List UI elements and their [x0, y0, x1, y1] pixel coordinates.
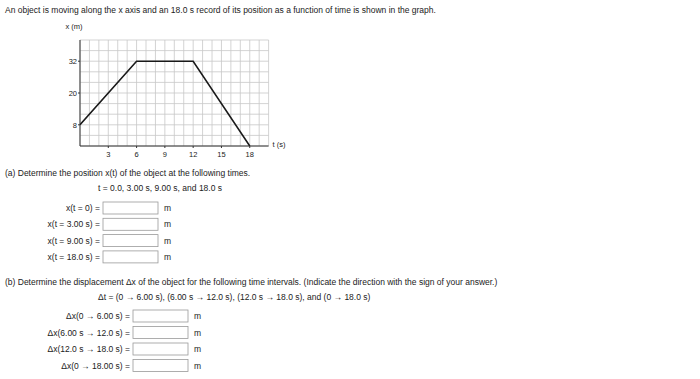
x-tick [249, 146, 250, 148]
unit-label: m [194, 328, 201, 338]
answer-input[interactable] [103, 251, 158, 263]
grid-line [80, 82, 269, 83]
y-tick-label: 20 [69, 89, 77, 98]
y-tick-label: 32 [69, 57, 77, 66]
x-tick-label: 9 [163, 150, 167, 159]
x-tick [108, 146, 109, 148]
answer-input[interactable] [133, 310, 188, 322]
answer-label: x(t = 0) = [66, 203, 100, 213]
unit-label: m [164, 203, 171, 213]
x-tick-label: 6 [134, 150, 138, 159]
unit-label: m [164, 252, 171, 262]
grid [80, 40, 269, 146]
unit-label: m [194, 361, 201, 371]
answer-label: Δx(12.0 s → 18.0 s) = [48, 344, 130, 354]
grid-line [80, 135, 269, 136]
x-tick [136, 146, 137, 148]
answer-input[interactable] [103, 235, 158, 247]
answer-label: x(t = 9.00 s) = [48, 236, 100, 246]
answer-input[interactable] [103, 218, 158, 230]
answer-label: Δx(0 → 18.00 s) = [61, 361, 130, 371]
answer-label: x(t = 3.00 s) = [48, 219, 100, 229]
x-tick [164, 146, 165, 148]
grid-line [80, 50, 269, 51]
plot-data [80, 61, 250, 146]
part-a-prompt: (a) Determine the position x(t) of the o… [5, 168, 250, 178]
y-axis-label: x (m) [65, 22, 83, 31]
part-a-times: t = 0.0, 3.00 s, 9.00 s, and 18.0 s [98, 183, 222, 193]
answer-input[interactable] [133, 343, 188, 355]
grid-line [80, 114, 269, 115]
unit-label: m [164, 236, 171, 246]
page: An object is moving along the x axis and… [0, 0, 700, 379]
x-tick-label: 18 [246, 150, 254, 159]
x-tick [221, 146, 222, 148]
unit-label: m [194, 344, 201, 354]
x-tick [193, 146, 194, 148]
part-b-intervals: Δt = (0 → 6.00 s), (6.00 s → 12.0 s), (1… [98, 292, 371, 302]
y-tick-label: 8 [73, 121, 77, 130]
position-line [80, 61, 250, 146]
y-tick [78, 93, 80, 94]
y-tick [78, 61, 80, 62]
grid-line [80, 40, 269, 41]
x-axis-label: t (s) [273, 140, 286, 149]
answer-label: Δx(6.00 s → 12.0 s) = [48, 328, 130, 338]
intro-text: An object is moving along the x axis and… [5, 5, 436, 15]
grid-line [80, 124, 269, 125]
x-tick-label: 12 [189, 150, 197, 159]
unit-label: m [194, 311, 201, 321]
answer-input[interactable] [103, 202, 158, 214]
answer-input[interactable] [133, 327, 188, 339]
y-tick [78, 124, 80, 125]
answer-label: x(t = 18.0 s) = [48, 252, 100, 262]
grid-line [80, 71, 269, 72]
x-tick-label: 15 [217, 150, 225, 159]
part-b-prompt: (b) Determine the displacement Δx of the… [5, 277, 497, 287]
unit-label: m [164, 219, 171, 229]
grid-line [80, 103, 269, 104]
answer-label: Δx(0 → 6.00 s) = [66, 311, 130, 321]
x-tick-label: 3 [106, 150, 110, 159]
answer-input[interactable] [133, 360, 188, 372]
